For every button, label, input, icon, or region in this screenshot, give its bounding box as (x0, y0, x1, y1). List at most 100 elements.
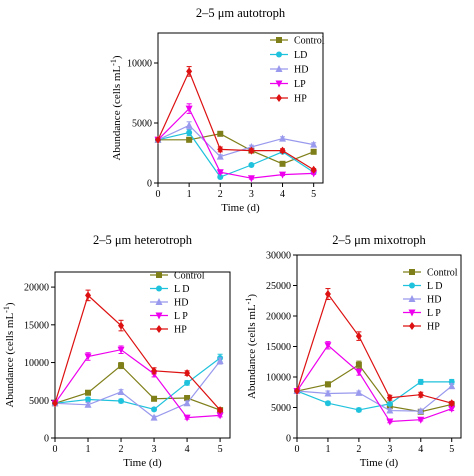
y-tick-label: 5000 (271, 403, 291, 414)
data-point (417, 378, 424, 385)
legend-marker (156, 272, 162, 278)
x-tick-label: 5 (449, 444, 454, 455)
data-point (386, 400, 393, 407)
legend-marker (409, 269, 415, 275)
series-line (157, 107, 314, 179)
y-axis-label-text: Abundance (cells mL (4, 313, 16, 408)
x-tick-label: 2 (119, 444, 124, 455)
legend-marker (276, 51, 282, 58)
series-4 (294, 288, 455, 408)
data-point (355, 388, 363, 396)
data-point (151, 395, 158, 402)
data-point (217, 406, 224, 415)
legend: Control L D HD L P HP (150, 271, 205, 336)
series-line (296, 381, 452, 411)
autotroph-chart: 2–5 μm autotroph 0 1 2 3 4 5 0 5000 10000 Time (d)… (109, 6, 325, 214)
data-point (118, 398, 125, 405)
data-point (310, 140, 318, 148)
legend-item: Control (403, 268, 458, 279)
legend-item: LD (270, 50, 307, 61)
y-tick-label: 25000 (266, 281, 291, 292)
data-point (279, 146, 286, 155)
legend-marker (275, 65, 283, 72)
series-line (157, 131, 314, 178)
legend-marker (155, 298, 163, 305)
series-line (296, 385, 453, 412)
legend-label: LD (294, 50, 307, 61)
series-line (296, 292, 452, 404)
data-point (355, 406, 362, 413)
mixotroph-chart: 2–5 μm mixotroph 0 1 2 3 4 5 0 5000 10000 15000 200… (244, 233, 462, 469)
legend-item: LP (270, 79, 306, 90)
y-tick-label: 0 (147, 179, 152, 190)
data-point (310, 170, 318, 178)
data-point (117, 346, 125, 354)
data-point (279, 171, 287, 179)
x-tick-label: 3 (387, 444, 392, 455)
legend-label: HD (427, 295, 441, 306)
legend-marker (409, 322, 415, 330)
legend-label: L P (427, 308, 441, 319)
y-axis-label-close: ) (111, 55, 123, 59)
data-point (324, 342, 332, 350)
legend-marker (156, 285, 162, 292)
data-point (310, 165, 317, 174)
data-point (118, 321, 125, 330)
x-tick-label: 0 (156, 189, 161, 200)
legend-item: HD (150, 298, 188, 309)
y-axis-label-close: ) (4, 302, 16, 306)
chart-title: 2–5 μm heterotroph (93, 233, 193, 247)
y-axis-label: Abundance (cells mL-1) (2, 302, 16, 407)
legend-label: HP (427, 322, 440, 333)
data-point (417, 416, 425, 424)
legend-item: HP (403, 322, 440, 333)
y-tick-label: 15000 (24, 320, 49, 331)
legend-marker (155, 312, 163, 320)
x-tick-label: 3 (152, 444, 157, 455)
legend-label: Control (174, 271, 205, 282)
x-tick-label: 4 (280, 189, 285, 200)
legend-marker (156, 325, 162, 333)
series-line (158, 133, 314, 165)
y-tick-label: 5000 (132, 119, 152, 130)
series-1 (155, 129, 317, 180)
legend-label: HP (294, 94, 307, 105)
y-axis-label: Abundance (cells mL-1) (244, 294, 258, 399)
data-point (247, 143, 255, 150)
data-point (355, 369, 363, 377)
data-point (324, 400, 331, 407)
legend-item: L P (150, 311, 188, 322)
data-point (310, 148, 317, 155)
y-tick-label: 10000 (127, 59, 152, 70)
data-point (216, 412, 224, 420)
legend-item: Control (270, 36, 325, 47)
y-axis-label: Abundance (cells mL-1) (109, 55, 123, 160)
series-line (296, 344, 452, 423)
legend-item: Control (150, 271, 205, 282)
plot-frame (54, 271, 231, 439)
y-axis-label-close: ) (246, 294, 258, 298)
data-point (217, 130, 224, 137)
legend-marker (408, 295, 416, 302)
series-line (157, 69, 314, 171)
heterotroph-chart: 2–5 μm heterotroph 0 1 2 3 4 5 0 5000 10000 15000 2… (2, 233, 231, 469)
legend-item: HD (403, 295, 441, 306)
legend-marker (276, 37, 282, 43)
legend-item: HP (150, 325, 187, 336)
x-tick-label: 3 (249, 189, 254, 200)
legend-item: L P (403, 308, 441, 319)
legend: Control LD HD LP HP (270, 36, 325, 105)
series-3 (293, 341, 456, 426)
data-point (85, 291, 92, 300)
data-point (155, 135, 161, 144)
data-point (279, 134, 287, 142)
legend-label: HD (294, 65, 308, 76)
y-axis-label-text: Abundance (cells mL (111, 66, 123, 161)
data-point (417, 407, 425, 415)
data-point (448, 399, 455, 408)
series-4 (52, 289, 224, 415)
x-axis-label: Time (d) (123, 457, 162, 469)
data-point (386, 418, 394, 426)
data-point (417, 390, 424, 399)
plot-frame (157, 32, 324, 184)
